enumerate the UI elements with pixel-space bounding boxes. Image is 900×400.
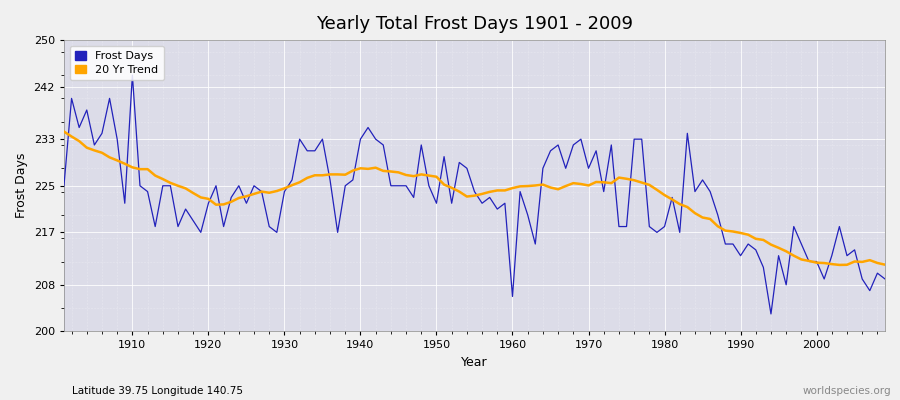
Y-axis label: Frost Days: Frost Days (15, 153, 28, 218)
Frost Days (766, 312, 777, 316)
Frost Days (127, 73, 138, 78)
20 Yr Trend (879, 262, 890, 267)
X-axis label: Year: Year (461, 356, 488, 369)
Frost Days (58, 183, 69, 188)
Line: Frost Days: Frost Days (64, 75, 885, 314)
Text: worldspecies.org: worldspecies.org (803, 386, 891, 396)
Frost Days (340, 183, 351, 188)
20 Yr Trend (598, 180, 609, 185)
Line: 20 Yr Trend: 20 Yr Trend (64, 132, 885, 265)
Frost Days (294, 137, 305, 142)
Frost Days (606, 142, 616, 147)
20 Yr Trend (500, 188, 510, 193)
20 Yr Trend (507, 186, 517, 190)
20 Yr Trend (834, 262, 845, 267)
20 Yr Trend (58, 129, 69, 134)
Frost Days (879, 276, 890, 281)
20 Yr Trend (332, 172, 343, 177)
Title: Yearly Total Frost Days 1901 - 2009: Yearly Total Frost Days 1901 - 2009 (316, 15, 633, 33)
Frost Days (507, 294, 517, 299)
20 Yr Trend (120, 161, 130, 166)
Frost Days (515, 189, 526, 194)
Text: Latitude 39.75 Longitude 140.75: Latitude 39.75 Longitude 140.75 (72, 386, 243, 396)
20 Yr Trend (286, 183, 297, 188)
Legend: Frost Days, 20 Yr Trend: Frost Days, 20 Yr Trend (69, 46, 164, 80)
Frost Days (120, 201, 130, 206)
